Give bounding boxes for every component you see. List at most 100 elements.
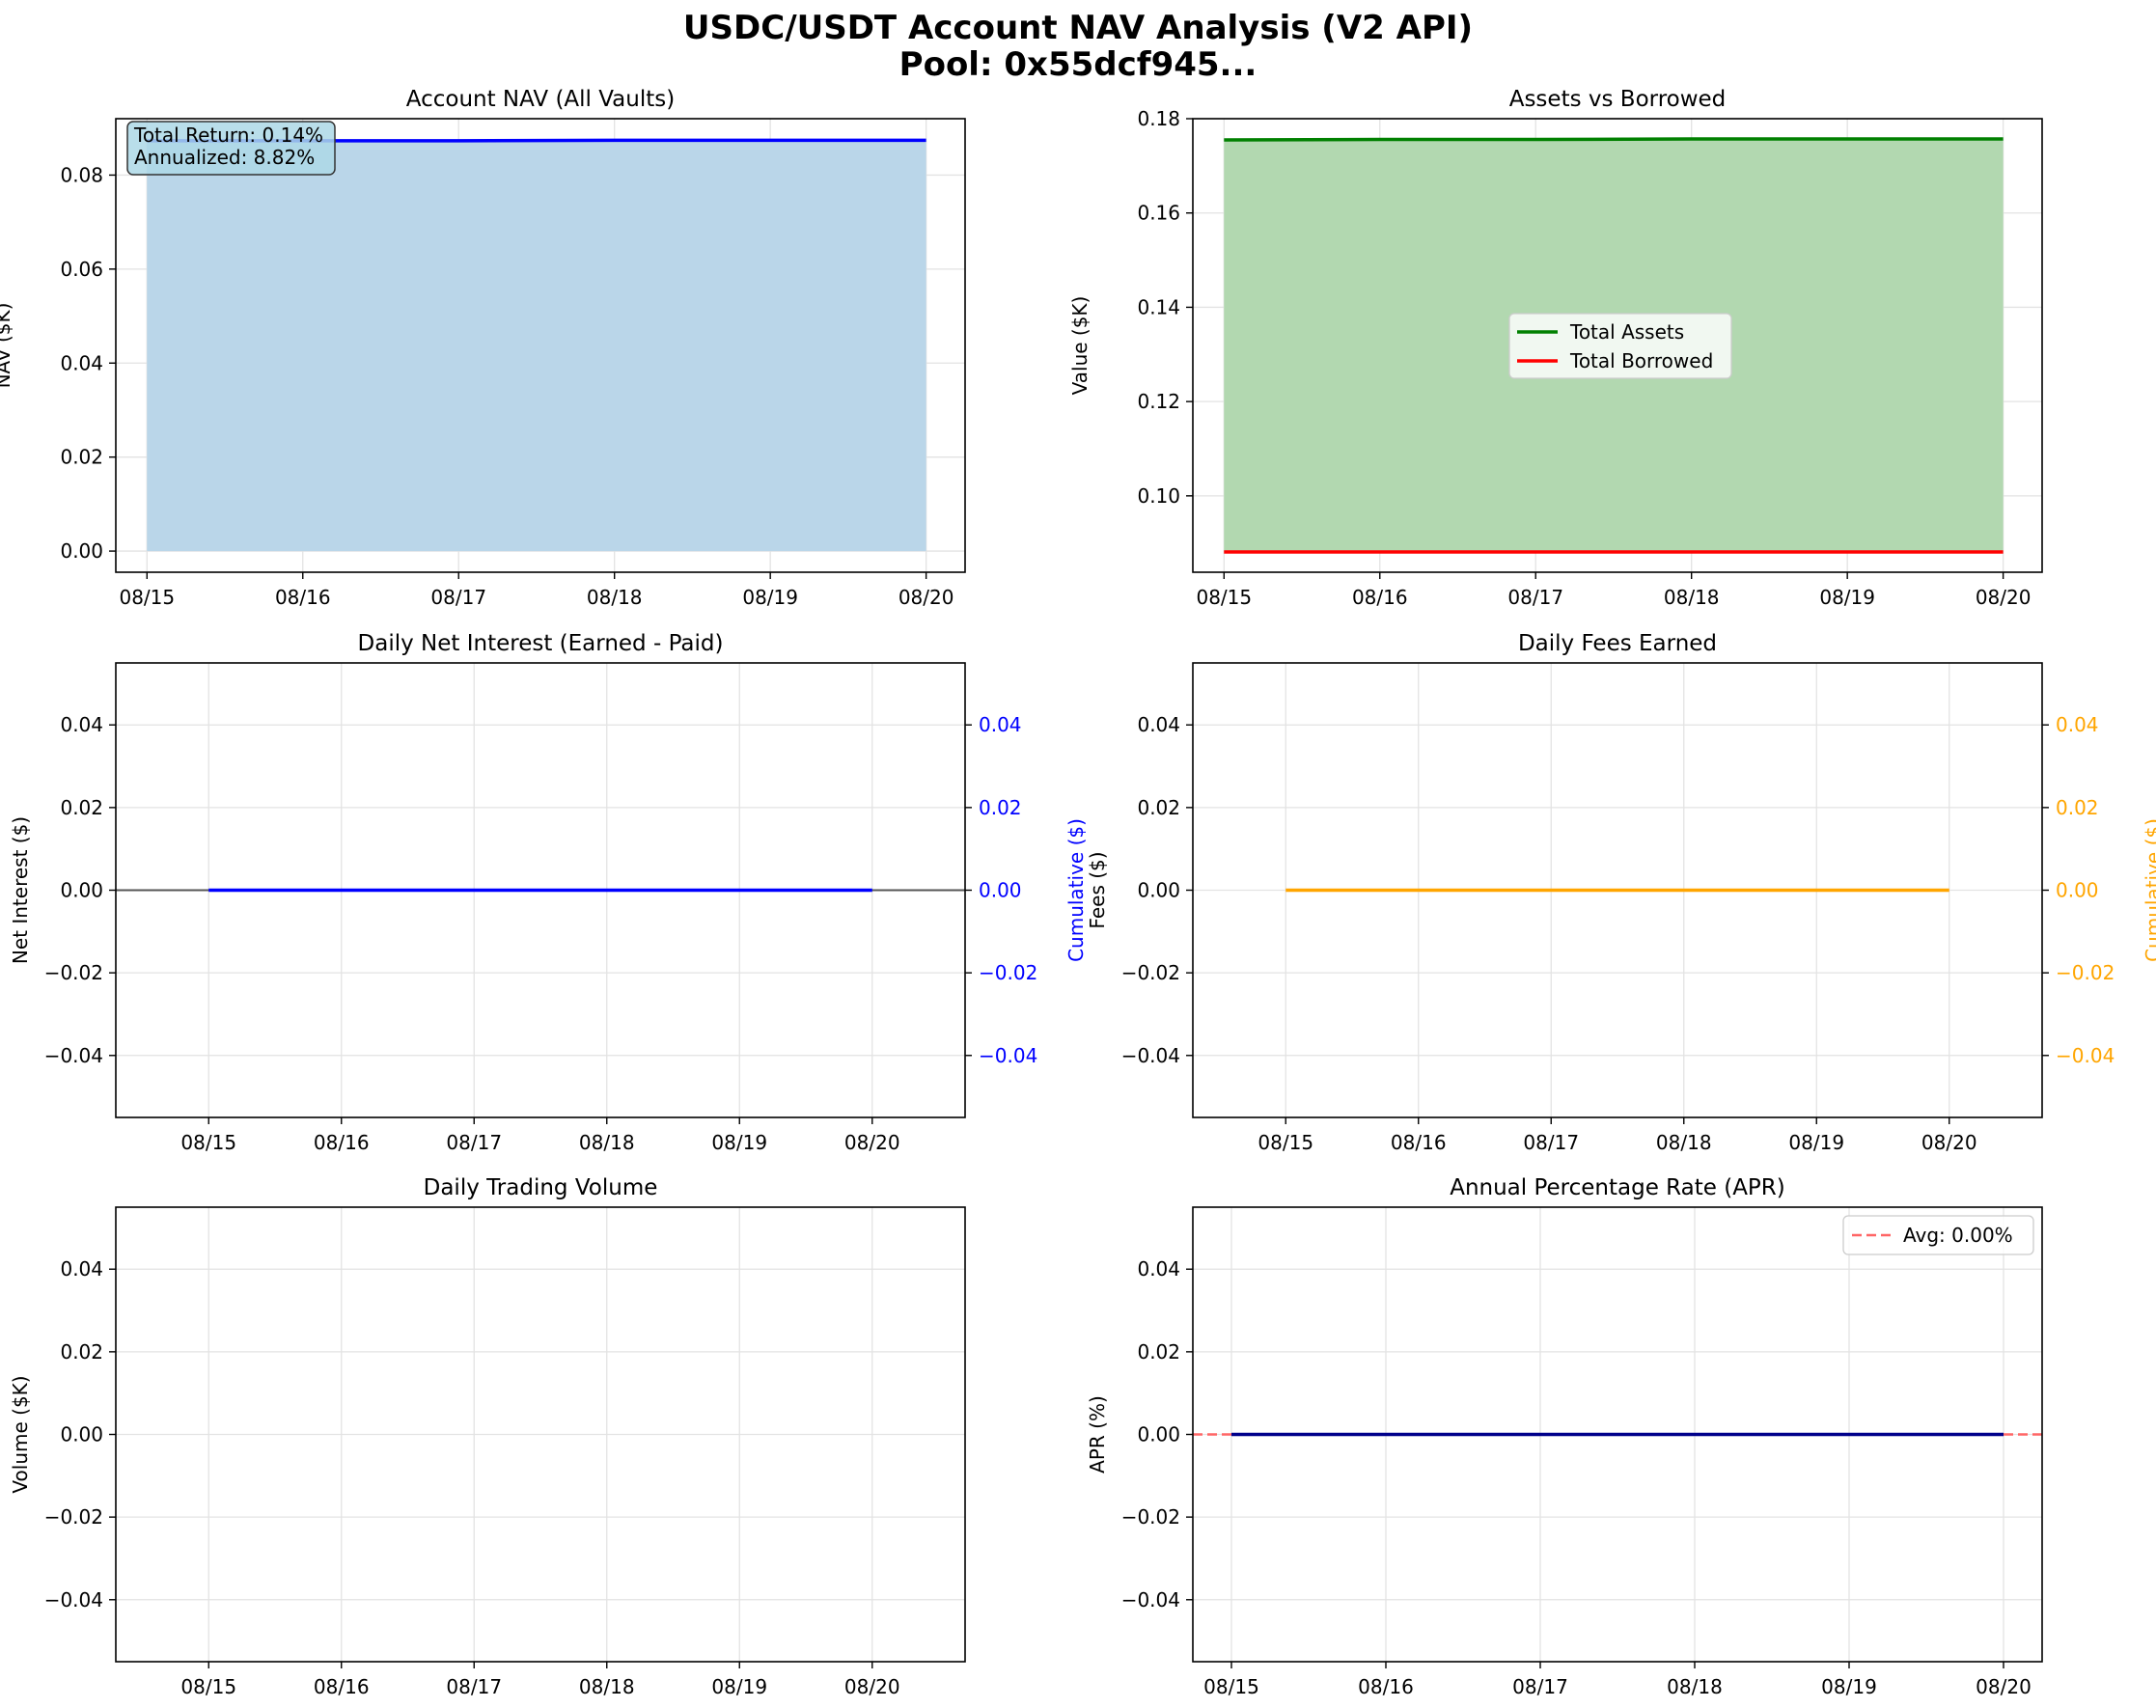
figure-title-line2: Pool: 0x55dcf945... [899, 45, 1258, 84]
axes-title: Assets vs Borrowed [1509, 87, 1727, 112]
x-tick-label: 08/15 [119, 586, 175, 609]
right-tick-label: 0.04 [2056, 713, 2099, 736]
y-axis-label: APR (%) [1086, 1395, 1109, 1474]
x-tick-label: 08/17 [1507, 586, 1563, 609]
y-axis-label: Net Interest ($) [9, 816, 32, 964]
annotation-text: Annualized: 8.82% [134, 146, 315, 169]
y-tick-label: 0.04 [1137, 713, 1180, 736]
x-tick-label: 08/18 [579, 1131, 635, 1154]
x-tick-label: 08/20 [1976, 586, 2032, 609]
right-axis-label: Cumulative ($) [1064, 818, 1088, 962]
chart-volume: 08/15 08/16 08/17 08/18 08/19 08/20 −0.04 −0.02… [9, 1175, 966, 1698]
x-tick-label: 08/16 [314, 1131, 370, 1154]
right-tick-label: −0.02 [2056, 961, 2115, 984]
x-tick-label: 08/19 [711, 1131, 767, 1154]
nav-area [147, 140, 926, 552]
x-tick-label: 08/16 [275, 586, 331, 609]
x-tick-label: 08/16 [314, 1675, 370, 1698]
y-tick-label: 0.00 [60, 1423, 103, 1446]
y-tick-label: 0.00 [1137, 879, 1180, 902]
legend: Avg: 0.00% [1842, 1215, 2034, 1255]
y-tick-label: 0.18 [1137, 107, 1180, 130]
y-axis-label: Value ($K) [1068, 296, 1092, 396]
x-tick-label: 08/15 [180, 1131, 236, 1154]
y-axis-label: NAV ($K) [0, 303, 14, 389]
x-tick-label: 08/17 [446, 1675, 502, 1698]
figure-title-line1: USDC/USDT Account NAV Analysis (V2 API) [683, 9, 1473, 47]
y-tick-label: 0.04 [1137, 1257, 1180, 1281]
legend-label: Avg: 0.00% [1903, 1224, 2013, 1247]
x-tick-label: 08/19 [742, 586, 798, 609]
x-tick-label: 08/18 [587, 586, 643, 609]
axes-title: Daily Net Interest (Earned - Paid) [358, 631, 724, 656]
y-tick-label: −0.04 [1121, 1588, 1180, 1612]
return-annotation: Total Return: 0.14%Annualized: 8.82% [126, 121, 336, 176]
y-tick-label: 0.00 [60, 539, 103, 563]
x-tick-label: 08/19 [1821, 1675, 1877, 1698]
axes-title: Account NAV (All Vaults) [406, 87, 675, 112]
annotation-box [126, 121, 336, 176]
y-tick-label: 0.04 [60, 713, 103, 736]
y-tick-label: 0.16 [1137, 202, 1180, 225]
x-tick-label: 08/16 [1352, 586, 1408, 609]
series-line-total-assets [1224, 137, 2004, 142]
y-tick-label: 0.02 [60, 1340, 103, 1364]
y-tick-label: −0.04 [44, 1044, 103, 1067]
x-tick-label: 08/20 [844, 1675, 900, 1698]
y-tick-label: −0.02 [1121, 1505, 1180, 1529]
y-tick-label: 0.04 [60, 1257, 103, 1281]
chart-panels: 08/15 08/16 08/17 08/18 08/19 08/20 0.00 0.02 0.… [0, 87, 2156, 1698]
x-tick-label: 08/15 [180, 1675, 236, 1698]
y-tick-label: −0.02 [44, 961, 103, 984]
axes-title: Annual Percentage Rate (APR) [1450, 1175, 1785, 1200]
y-tick-label: 0.00 [1137, 1423, 1180, 1446]
x-tick-label: 08/17 [1523, 1131, 1579, 1154]
legend-label: Total Borrowed [1569, 349, 1713, 372]
y-tick-label: 0.08 [60, 163, 103, 186]
x-tick-label: 08/18 [1656, 1131, 1712, 1154]
x-tick-label: 08/17 [446, 1131, 502, 1154]
legend-label: Total Assets [1569, 320, 1684, 344]
x-tick-label: 08/17 [1512, 1675, 1568, 1698]
y-tick-label: 0.02 [1137, 1340, 1180, 1364]
axes-frame [115, 118, 966, 573]
x-tick-label: 08/17 [430, 586, 486, 609]
x-tick-label: 08/18 [1667, 1675, 1723, 1698]
legend: Total Assets Total Borrowed [1508, 313, 1732, 379]
axes-frame [1192, 118, 2043, 573]
x-tick-label: 08/16 [1358, 1675, 1414, 1698]
axes-title: Daily Fees Earned [1518, 631, 1717, 656]
x-tick-label: 08/20 [898, 586, 954, 609]
x-tick-label: 08/20 [1921, 1131, 1977, 1154]
x-tick-label: 08/18 [1664, 586, 1720, 609]
right-tick-label: −0.02 [979, 961, 1037, 984]
x-tick-label: 08/19 [1788, 1131, 1844, 1154]
y-tick-label: 0.02 [60, 796, 103, 819]
x-tick-label: 08/19 [1819, 586, 1875, 609]
y-axis-label: Fees ($) [1086, 851, 1109, 928]
chart-nav: 08/15 08/16 08/17 08/18 08/19 08/20 0.00 0.02 0.… [0, 87, 966, 609]
chart-assets: 08/15 08/16 08/17 08/18 08/19 08/20 0.10 0.12 0.… [1068, 87, 2043, 609]
axes-title: Daily Trading Volume [424, 1175, 658, 1200]
y-tick-label: 0.06 [60, 258, 103, 281]
y-tick-label: 0.14 [1137, 295, 1180, 318]
y-tick-label: −0.04 [44, 1588, 103, 1612]
y-tick-label: −0.04 [1121, 1044, 1180, 1067]
x-tick-label: 08/18 [579, 1675, 635, 1698]
right-tick-label: 0.02 [2056, 796, 2099, 819]
y-tick-label: 0.04 [60, 351, 103, 374]
y-tick-label: 0.02 [60, 446, 103, 469]
y-tick-label: −0.02 [1121, 961, 1180, 984]
y-axis-label: Volume ($K) [9, 1375, 32, 1493]
legend-box [1842, 1215, 2034, 1255]
x-tick-label: 08/19 [711, 1675, 767, 1698]
x-tick-label: 08/20 [844, 1131, 900, 1154]
x-tick-label: 08/15 [1196, 586, 1252, 609]
legend-box [1508, 313, 1732, 379]
y-tick-label: 0.02 [1137, 796, 1180, 819]
right-tick-label: 0.04 [979, 713, 1022, 736]
y-tick-label: 0.10 [1137, 484, 1180, 508]
annotation-text: Total Return: 0.14% [133, 124, 323, 147]
y-tick-label: −0.02 [44, 1505, 103, 1529]
